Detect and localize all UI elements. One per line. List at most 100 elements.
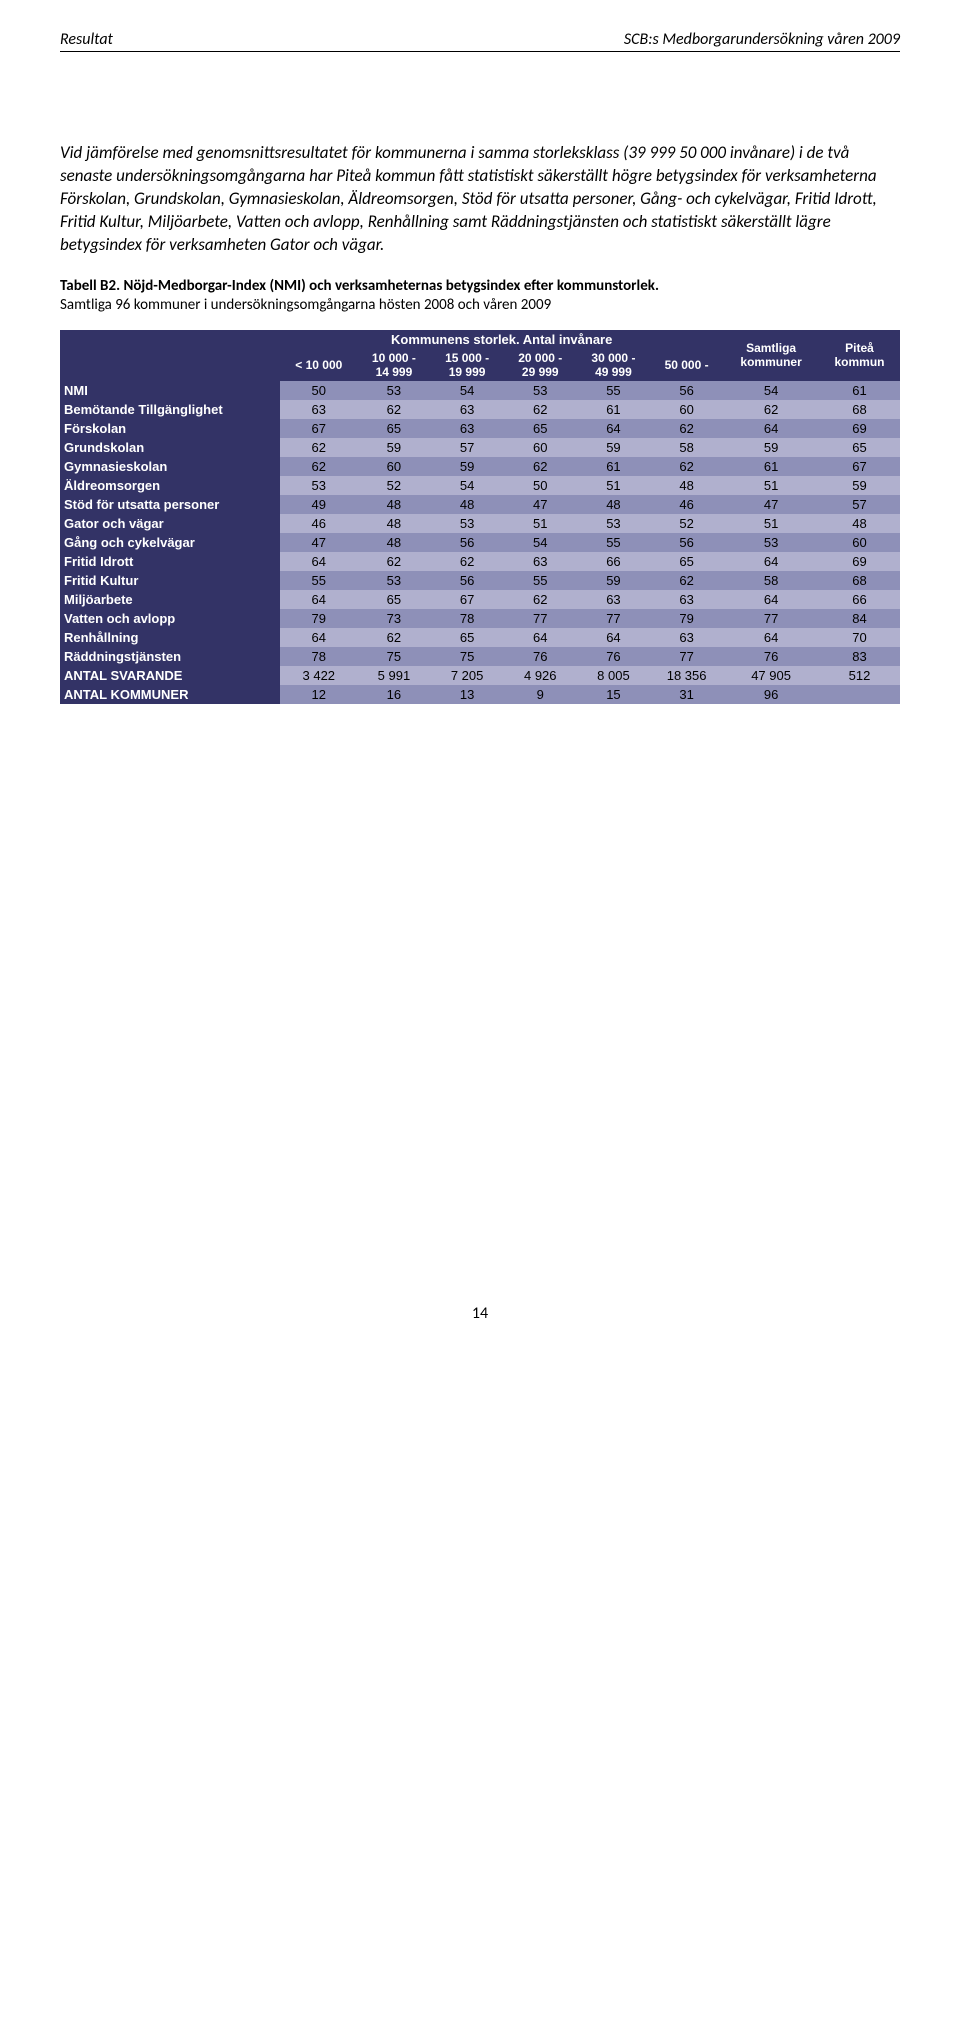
cell: 77 — [504, 609, 577, 628]
row-label: Vatten och avlopp — [60, 609, 280, 628]
cell: 61 — [723, 457, 819, 476]
cell: 63 — [431, 400, 504, 419]
row-label: Gator och vägar — [60, 514, 280, 533]
cell: 77 — [723, 609, 819, 628]
table-row: Grundskolan6259576059585965 — [60, 438, 900, 457]
cell: 47 905 — [723, 666, 819, 685]
cell: 62 — [723, 400, 819, 419]
cell: 48 — [577, 495, 650, 514]
table-caption: Tabell B2. Nöjd-Medborgar-Index (NMI) oc… — [60, 277, 900, 316]
table-row: Stöd för utsatta personer494848474846475… — [60, 495, 900, 514]
table-row: Förskolan6765636564626469 — [60, 419, 900, 438]
cell: 79 — [280, 609, 357, 628]
cell: 76 — [504, 647, 577, 666]
row-label: Renhållning — [60, 628, 280, 647]
cell: 62 — [357, 628, 430, 647]
cell: 49 — [280, 495, 357, 514]
cell: 57 — [819, 495, 900, 514]
cell: 77 — [650, 647, 723, 666]
cell: 46 — [280, 514, 357, 533]
cell: 31 — [650, 685, 723, 704]
header-samtliga: Samtligakommuner — [723, 330, 819, 381]
cell: 13 — [431, 685, 504, 704]
cell: 57 — [431, 438, 504, 457]
cell: 73 — [357, 609, 430, 628]
cell: 3 422 — [280, 666, 357, 685]
cell: 76 — [577, 647, 650, 666]
cell: 59 — [577, 438, 650, 457]
row-label: Äldreomsorgen — [60, 476, 280, 495]
cell: 64 — [504, 628, 577, 647]
cell: 51 — [723, 476, 819, 495]
cell: 15 — [577, 685, 650, 704]
cell: 7 205 — [431, 666, 504, 685]
cell: 4 926 — [504, 666, 577, 685]
row-label: Gymnasieskolan — [60, 457, 280, 476]
row-label: Räddningstjänsten — [60, 647, 280, 666]
cell: 66 — [819, 590, 900, 609]
subheader-1: 10 000 -14 999 — [357, 349, 430, 381]
cell: 64 — [280, 590, 357, 609]
cell: 60 — [650, 400, 723, 419]
cell: 53 — [577, 514, 650, 533]
cell: 56 — [431, 571, 504, 590]
cell: 60 — [357, 457, 430, 476]
cell: 67 — [280, 419, 357, 438]
page-number: 14 — [60, 1304, 900, 1323]
cell: 56 — [431, 533, 504, 552]
cell: 62 — [357, 400, 430, 419]
cell: 65 — [431, 628, 504, 647]
cell: 62 — [431, 552, 504, 571]
table-row: Miljöarbete6465676263636466 — [60, 590, 900, 609]
table-row: Gymnasieskolan6260596261626167 — [60, 457, 900, 476]
cell: 65 — [357, 590, 430, 609]
cell: 64 — [280, 628, 357, 647]
cell: 59 — [577, 571, 650, 590]
cell: 66 — [577, 552, 650, 571]
cell: 53 — [723, 533, 819, 552]
cell: 18 356 — [650, 666, 723, 685]
cell: 96 — [723, 685, 819, 704]
cell: 53 — [357, 571, 430, 590]
header-pitea: Piteåkommun — [819, 330, 900, 381]
cell: 50 — [280, 381, 357, 400]
table-row: Vatten och avlopp7973787777797784 — [60, 609, 900, 628]
cell: 59 — [819, 476, 900, 495]
cell: 46 — [650, 495, 723, 514]
cell: 62 — [650, 571, 723, 590]
cell: 53 — [431, 514, 504, 533]
table-row: Äldreomsorgen5352545051485159 — [60, 476, 900, 495]
row-label: Grundskolan — [60, 438, 280, 457]
cell: 64 — [723, 419, 819, 438]
table-row: ANTAL SVARANDE3 4225 9917 2054 9268 0051… — [60, 666, 900, 685]
page-header: Resultat SCB:s Medborgarundersökning vår… — [60, 30, 900, 52]
cell: 64 — [577, 628, 650, 647]
header-blank — [60, 330, 280, 381]
table-row: Fritid Kultur5553565559625868 — [60, 571, 900, 590]
cell: 59 — [431, 457, 504, 476]
cell: 63 — [280, 400, 357, 419]
cell: 51 — [577, 476, 650, 495]
cell: 47 — [280, 533, 357, 552]
table-row: NMI5053545355565461 — [60, 381, 900, 400]
cell: 53 — [280, 476, 357, 495]
cell: 53 — [504, 381, 577, 400]
cell: 48 — [357, 533, 430, 552]
cell: 62 — [280, 438, 357, 457]
data-table: Kommunens storlek. Antal invånareSamtlig… — [60, 330, 900, 704]
cell: 68 — [819, 400, 900, 419]
table-row: Gång och cykelvägar4748565455565360 — [60, 533, 900, 552]
cell: 68 — [819, 571, 900, 590]
cell: 78 — [280, 647, 357, 666]
cell: 55 — [577, 533, 650, 552]
cell: 58 — [723, 571, 819, 590]
cell: 54 — [723, 381, 819, 400]
cell: 12 — [280, 685, 357, 704]
cell: 83 — [819, 647, 900, 666]
cell: 48 — [819, 514, 900, 533]
cell: 55 — [577, 381, 650, 400]
cell: 77 — [577, 609, 650, 628]
cell: 62 — [504, 400, 577, 419]
cell: 54 — [431, 476, 504, 495]
cell: 59 — [723, 438, 819, 457]
